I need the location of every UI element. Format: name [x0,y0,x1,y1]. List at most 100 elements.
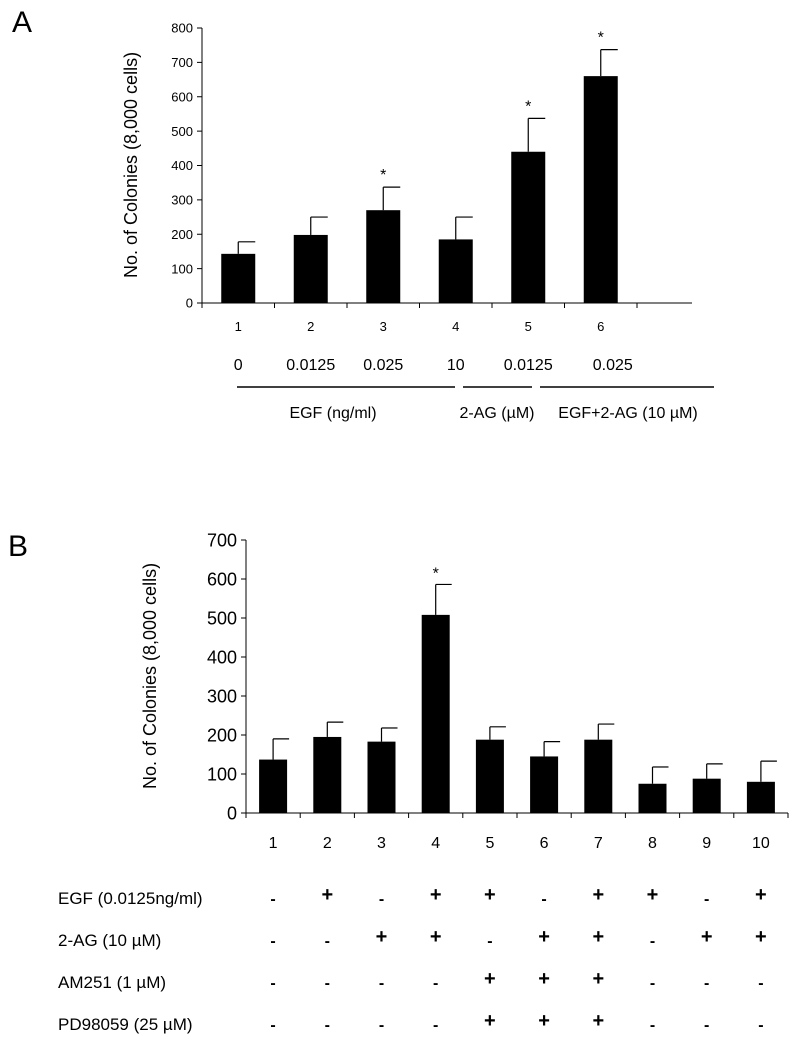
a-bar [583,76,618,303]
a-y-tick-label: 400 [171,158,193,173]
b-bar [746,781,775,813]
b-treatment-sign: + [647,884,659,906]
b-y-tick-label: 600 [207,569,237,589]
a-category-label: 4 [452,319,459,334]
b-y-tick-label: 100 [207,764,237,784]
b-treatment-sign: + [755,884,767,906]
b-treatment-sign: + [376,926,388,948]
b-bar [584,739,613,813]
b-treatment-sign: + [592,968,604,990]
b-treatment-sign: - [704,891,709,908]
a-y-tick-label: 500 [171,124,193,139]
b-category-label: 1 [269,835,278,852]
b-category-label: 10 [752,835,770,852]
a-significance-star: * [525,98,531,115]
b-bar [367,741,396,813]
b-treatment-sign: - [704,975,709,992]
b-treatment-sign: + [538,968,550,990]
b-treatment-sign: - [325,1017,330,1034]
b-treatment-sign: + [538,1010,550,1032]
a-bar [511,151,546,303]
chart-b: 0 100 200 300 400 500 600 700 1 2 3 * 4 5 6 7 8 9 10 EGF (0… [58,530,789,1034]
panel-label-b: B [8,530,28,563]
a-category-label: 5 [525,319,532,334]
b-treatment-sign: - [379,975,384,992]
b-y-tick-label: 0 [227,803,237,823]
b-treatment-sign: + [430,884,442,906]
b-treatment-sign: + [430,926,442,948]
b-treatment-sign: - [650,975,655,992]
a-bar [221,253,256,303]
a-concentration-label: 0.0125 [504,357,553,374]
b-category-label: 5 [485,835,494,852]
b-treatment-label: 2-AG (10 µM) [58,931,161,950]
b-treatment-sign: - [704,1017,709,1034]
a-concentration-label: 0.025 [593,357,633,374]
b-y-tick-label: 500 [207,608,237,628]
b-treatment-sign: + [538,926,550,948]
a-group-label: EGF (ng/ml) [289,405,376,422]
b-bar [313,736,342,813]
b-category-label: 3 [377,835,386,852]
b-treatment-sign: - [650,933,655,950]
b-bar [530,756,559,813]
b-category-label: 8 [648,835,657,852]
b-treatment-sign: - [270,933,275,950]
b-y-tick-label: 400 [207,647,237,667]
a-significance-star: * [380,167,386,184]
b-significance-star: * [433,565,439,582]
panel-label-a: A [12,6,32,39]
a-y-tick-label: 800 [171,21,193,36]
b-category-label: 2 [323,835,332,852]
a-bar [438,239,473,303]
b-category-label: 9 [702,835,711,852]
a-bar [293,234,328,303]
b-treatment-sign: + [484,884,496,906]
b-treatment-sign: - [758,975,763,992]
b-treatment-sign: - [270,1017,275,1034]
b-treatment-sign: + [592,884,604,906]
b-y-tick-label: 300 [207,686,237,706]
b-treatment-sign: - [433,975,438,992]
b-bar [421,614,450,813]
b-treatment-sign: - [433,1017,438,1034]
b-bar [475,739,504,813]
b-bar [692,778,721,813]
b-treatment-sign: - [379,891,384,908]
b-treatment-label: EGF (0.0125ng/ml) [58,889,203,908]
b-treatment-sign: - [541,891,546,908]
b-treatment-sign: + [592,926,604,948]
b-treatment-sign: - [270,891,275,908]
b-treatment-sign: + [755,926,767,948]
a-group-label: 2-AG (µM) [460,405,535,422]
b-treatment-sign: + [701,926,713,948]
a-concentration-label: 0 [234,357,243,374]
a-y-tick-label: 0 [186,296,193,311]
a-concentration-label: 0.0125 [286,357,335,374]
a-y-tick-label: 300 [171,193,193,208]
a-concentration-label: 10 [447,357,465,374]
b-treatment-label: PD98059 (25 µM) [58,1015,193,1034]
chart-a: 0 100 200 300 400 500 600 700 800 1 2 * 3 4 * 5 * 6 0 0.012… [171,21,714,422]
a-y-tick-label: 600 [171,89,193,104]
b-category-label: 4 [431,835,440,852]
b-bar [259,759,288,813]
b-treatment-sign: - [325,933,330,950]
a-y-tick-label: 700 [171,55,193,70]
b-treatment-sign: - [270,975,275,992]
a-category-label: 6 [597,319,604,334]
a-bar [366,210,401,303]
b-treatment-sign: + [321,884,333,906]
b-y-tick-label: 200 [207,725,237,745]
b-bar [638,783,667,813]
b-category-label: 6 [540,835,549,852]
a-y-tick-label: 200 [171,227,193,242]
b-y-tick-label: 700 [207,530,237,550]
a-category-label: 3 [380,319,387,334]
a-group-label: EGF+2-AG (10 µM) [558,405,697,422]
b-treatment-sign: + [592,1010,604,1032]
a-significance-star: * [598,30,604,47]
ylabel-a: No. of Colonies (8,000 cells) [121,52,141,278]
b-treatment-sign: + [484,1010,496,1032]
